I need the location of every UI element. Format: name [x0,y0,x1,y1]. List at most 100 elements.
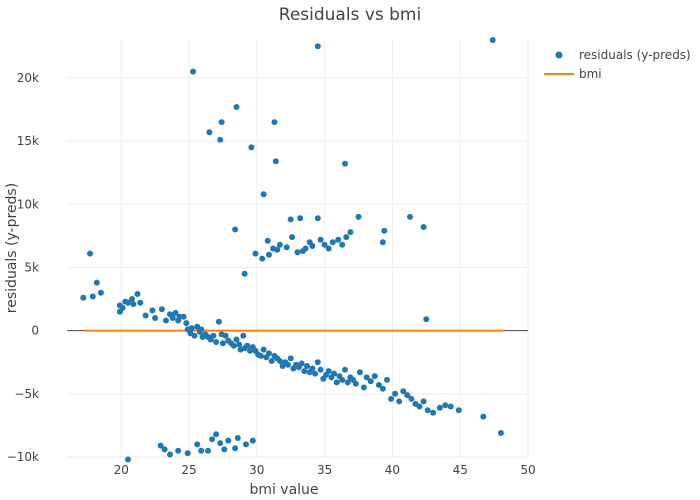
scatter-point [304,363,310,369]
scatter-point [342,366,348,373]
scatter-point [335,236,342,243]
scatter-point [298,360,305,367]
scatter-point [157,442,164,449]
scatter-point [314,43,321,50]
scatter-point [317,236,324,243]
scatter-point [344,379,351,386]
scatter-point [175,447,182,454]
scatter-point [252,250,259,257]
scatter-point [423,316,430,323]
scatter-point [329,239,336,246]
scatter-point [198,326,205,333]
scatter-point [190,68,197,75]
y-tick-label: −10k [7,450,39,464]
scatter-point [249,437,256,444]
chart-title: Residuals vs bmi [279,5,421,25]
x-tick-label: 45 [453,463,468,477]
scatter-point [163,317,169,324]
scatter-point [379,385,386,392]
scatter-point [134,291,141,297]
scatter-point [87,250,93,257]
scatter-point [342,160,348,167]
scatter-point [274,246,281,253]
scatter-point [436,404,443,411]
scatter-point [161,446,168,453]
scatter-point [309,365,316,372]
scatter-point [312,370,319,377]
scatter-point [339,376,346,383]
scatter-point [343,234,350,241]
scatter-point [125,299,131,306]
scatter-point [230,342,237,349]
scatter-point [152,315,159,321]
scatter-point [217,440,224,447]
scatter-point [89,293,96,300]
scatter-point [232,226,239,233]
scatter-point [381,227,388,234]
scatter-point [260,346,267,353]
scatter-point [333,379,340,386]
y-axis: −10k −5k 0 5k 10k 15k 20k [7,71,39,464]
legend-item-residuals[interactable]: residuals (y-preds) [555,48,691,62]
scatter-point [480,413,487,420]
legend-marker-residuals [555,51,563,59]
scatter-point [331,370,338,377]
scatter-point [206,129,213,136]
scatter-point [234,435,241,441]
scatter-point [309,243,316,249]
scatter-point [325,368,332,375]
scatter-point [294,249,301,256]
scatter-point [221,446,228,453]
scatter-point [268,358,275,364]
scatter-point [236,341,243,348]
scatter-point [355,213,362,220]
scatter-point [225,437,232,444]
scatter-point [404,392,411,399]
scatter-point [213,431,220,438]
scatter-point [363,374,370,381]
scatter-point [271,119,278,126]
scatter-point [420,224,427,230]
y-tick-label: 5k [24,260,39,274]
scatter-point [219,340,226,347]
x-tick-label: 25 [181,463,196,477]
x-tick-label: 20 [114,463,129,477]
scatter-point [287,216,294,223]
scatter-point [205,447,211,454]
scatter-point [218,119,225,126]
x-tick-label: 40 [385,463,400,477]
scatter-point [352,380,359,387]
scatter-point [264,237,271,244]
scatter-point [142,312,149,319]
scatter-point [194,441,201,448]
y-tick-label: 10k [17,197,39,211]
scatter-point [260,191,267,198]
scatter-point [347,229,354,236]
scatter-point [379,239,386,246]
scatter-point [317,366,324,373]
scatter-point [321,241,328,248]
scatter-point [375,382,382,388]
y-tick-label: 0 [31,324,39,338]
legend-item-bmi[interactable]: bmi [544,67,602,81]
scatter-point [276,241,283,248]
scatter-point [240,332,247,339]
scatter-point [497,430,504,436]
scatter-point [392,390,399,397]
scatter-point [248,144,255,151]
scatter-point [217,136,224,143]
scatter-point [272,158,279,165]
legend: residuals (y-preds) bmi [544,48,691,81]
y-tick-label: 15k [17,134,39,148]
scatter-point [180,313,187,320]
scatter-point [191,332,198,339]
y-tick-label: 20k [17,71,39,85]
scatter-point [314,359,321,366]
scatter-point [232,445,239,452]
scatter-point [420,398,427,405]
scatter-point [455,407,462,414]
scatter-point [384,376,390,383]
scatter-point [285,361,291,368]
grid [67,40,529,458]
